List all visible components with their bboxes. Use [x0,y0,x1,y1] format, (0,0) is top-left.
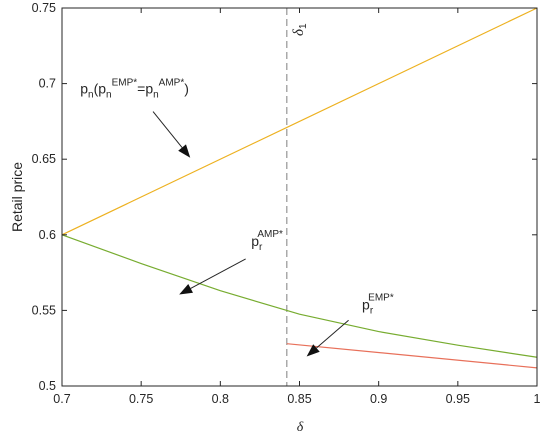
y-tick-label: 0.75 [32,1,56,15]
annotation-pn: pn(pnEMP*=pnAMP*) [80,77,189,100]
annotation-arrow-head [178,144,191,158]
x-tick-label: 0.9 [370,392,387,406]
y-tick-label: 0.55 [32,303,56,317]
annotation-pr-emp: prEMP* [362,293,394,317]
annotation-arrow-head [306,344,320,357]
x-tick-label: 0.8 [212,392,229,406]
annotation-arrow-shaft [152,111,183,148]
x-tick-label: 0.85 [287,392,311,406]
x-tick-label: 1 [534,392,541,406]
plot-lines [61,7,538,386]
x-tick-label: 0.75 [129,392,153,406]
delta1-text: δ1 [291,23,309,36]
series-pn-line [61,7,538,236]
y-axis-label: Retail price [9,162,25,232]
y-tick-label: 0.5 [39,379,56,393]
annotation-pr-amp: prAMP* [251,229,283,253]
annotation-arrow-shaft [190,258,246,289]
x-axis-label: δ [297,420,304,435]
x-axis-ticks: 0.7 0.75 0.8 0.85 0.9 0.95 1 [53,8,541,406]
annotation-arrow-shaft [316,319,349,349]
delta1-label: δ1 [291,23,309,36]
y-tick-label: 0.6 [39,228,56,242]
annotation-arrow-head [179,283,193,295]
series-pr-emp-line [286,343,538,369]
x-tick-label: 0.7 [53,392,70,406]
x-tick-label: 0.95 [446,392,470,406]
y-axis-ticks: 0.5 0.55 0.6 0.65 0.7 0.75 [32,1,537,393]
annotations: pn(pnEMP*=pnAMP*) prAMP* prEMP* [80,77,394,357]
y-tick-label: 0.65 [32,152,56,166]
y-tick-label: 0.7 [39,77,56,91]
series-pr-amp-line [61,234,538,358]
